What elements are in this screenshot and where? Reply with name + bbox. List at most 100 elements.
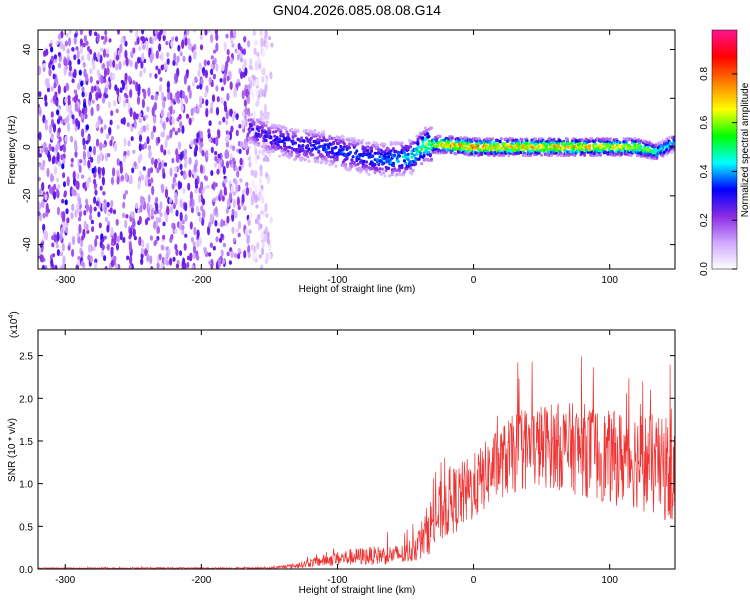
spectrogram-signal-cell: [301, 156, 305, 160]
colorbar-tick-label: 0.0: [699, 262, 710, 276]
snr-frame: [37, 329, 676, 570]
spectrogram-noise-cell: [237, 232, 241, 238]
spectrogram-noise-cell: [76, 207, 80, 215]
spectrogram-noise-cell: [73, 54, 77, 61]
spectrogram-signal-cell: [321, 144, 324, 148]
spectrogram-noise-cell: [43, 50, 47, 57]
spectrogram-signal-cell: [466, 149, 470, 153]
spectrogram-noise-cell: [174, 74, 179, 83]
spectrogram-noise-cell: [203, 175, 208, 181]
spectrogram-noise-cell: [99, 185, 103, 191]
spectrogram-noise-cell: [41, 181, 45, 192]
spectrogram-noise-cell: [53, 183, 57, 191]
spectrogram-noise-cell: [169, 205, 174, 214]
spectrogram-noise-cell: [169, 198, 173, 203]
spectrogram-signal-cell: [256, 138, 259, 142]
spectrogram-noise-cell: [230, 37, 234, 43]
spectrogram-signal-cell: [617, 143, 621, 147]
spectrogram-streak-cell: [58, 136, 62, 143]
spectrogram-noise-cell: [169, 105, 173, 115]
spectrogram-noise-cell: [183, 262, 187, 269]
spectrogram-noise-cell: [50, 111, 54, 118]
spectrogram-signal-cell: [343, 142, 346, 146]
spectrogram-noise-cell: [147, 194, 151, 203]
spectrogram-noise-cell: [259, 30, 263, 37]
spectrogram-noise-cell: [141, 52, 145, 62]
spectrogram-noise-cell: [85, 40, 89, 46]
spectrogram-noise-cell: [152, 125, 156, 133]
spectrogram-noise-cell: [217, 129, 221, 139]
spectrogram-noise-cell: [251, 91, 255, 101]
spectrogram-signal-cell: [499, 137, 503, 141]
spectrogram-noise-cell: [85, 203, 90, 213]
spectrogram-signal-cell: [330, 150, 334, 154]
spectrogram-noise-cell: [153, 101, 157, 111]
spectrogram-noise-cell: [120, 36, 124, 46]
spectrogram-noise-cell: [212, 245, 216, 251]
spectrogram-noise-cell: [256, 51, 260, 58]
spectrogram-signal-cell: [328, 150, 332, 154]
spectrogram-signal-cell: [394, 150, 398, 154]
spectrogram-noise-cell: [63, 59, 67, 65]
spectrogram-signal-cell: [520, 138, 524, 142]
spectrogram-signal-cell: [274, 129, 278, 134]
spectrogram-noise-cell: [67, 245, 71, 251]
spectrogram-noise-cell: [266, 157, 270, 162]
spectrogram-signal-cell: [284, 127, 288, 131]
snr-x-label: Height of straight line (km): [299, 585, 416, 596]
spectrogram-noise-cell: [96, 105, 100, 112]
spectrogram-noise-cell: [116, 87, 120, 96]
spectrogram-signal-cell: [305, 152, 308, 156]
spectrogram-noise-cell: [138, 112, 142, 117]
spectrogram-signal-cell: [259, 117, 263, 121]
spectrogram-signal-cell: [286, 149, 290, 153]
spectrogram-noise-cell: [75, 46, 79, 51]
spectrogram-signal-cell: [249, 123, 253, 127]
spectrogram-signal-cell: [639, 145, 643, 149]
spectrogram-noise-cell: [89, 204, 93, 215]
spectrogram-signal-cell: [376, 143, 380, 147]
spectrogram-streak-cell: [81, 91, 85, 98]
spectrogram-noise-cell: [86, 229, 90, 234]
spectrogram-noise-cell: [38, 247, 41, 257]
spectrogram-noise-cell: [163, 149, 167, 156]
spectrogram-signal-cell: [390, 168, 394, 172]
spectrogram-signal-cell: [257, 129, 261, 133]
spectrogram-streak-cell: [78, 69, 82, 76]
spectrogram-noise-cell: [85, 140, 89, 145]
spectrogram-noise-cell: [44, 119, 48, 125]
spectrogram-signal-cell: [600, 145, 604, 149]
spectrogram-noise-cell: [188, 89, 192, 99]
spectrogram-noise-cell: [205, 99, 209, 107]
spectrogram-noise-cell: [71, 114, 75, 120]
spectrogram-noise-cell: [93, 206, 97, 212]
spectrogram-noise-cell: [219, 189, 223, 199]
spectrogram-noise-cell: [116, 30, 121, 35]
spectrogram-signal-cell: [264, 145, 268, 149]
spectrogram-signal-cell: [519, 150, 523, 155]
spectrogram-noise-cell: [64, 65, 68, 70]
spectrogram-noise-cell: [233, 252, 238, 259]
spectrogram-signal-cell: [338, 136, 342, 140]
spectrogram-noise-cell: [214, 155, 218, 162]
spectrogram-noise-cell: [64, 40, 68, 47]
spectrogram-noise-cell: [100, 248, 104, 258]
spectrogram-noise-cell: [225, 130, 229, 135]
spectrogram-signal-cell: [345, 147, 349, 151]
spectrogram-noise-cell: [180, 104, 184, 112]
spectrogram-noise-cell: [154, 30, 158, 36]
spectrogram-signal-cell: [354, 163, 357, 167]
spectrogram-signal-cell: [381, 150, 384, 154]
spectrogram-noise-cell: [106, 224, 110, 233]
spectrogram-noise-cell: [61, 198, 65, 204]
spectrogram-noise-cell: [138, 46, 142, 51]
spectrogram-signal-cell: [327, 145, 331, 149]
spectrogram-noise-cell: [217, 153, 221, 159]
spectrogram-noise-cell: [115, 218, 119, 226]
spectrogram-noise-cell: [189, 221, 193, 230]
spectrogram-signal-cell: [556, 153, 560, 157]
spectrogram-noise-cell: [50, 258, 54, 266]
spectrogram-noise-cell: [137, 130, 141, 136]
spectrogram-signal-cell: [316, 156, 320, 160]
spectrogram-signal-cell: [514, 148, 518, 152]
